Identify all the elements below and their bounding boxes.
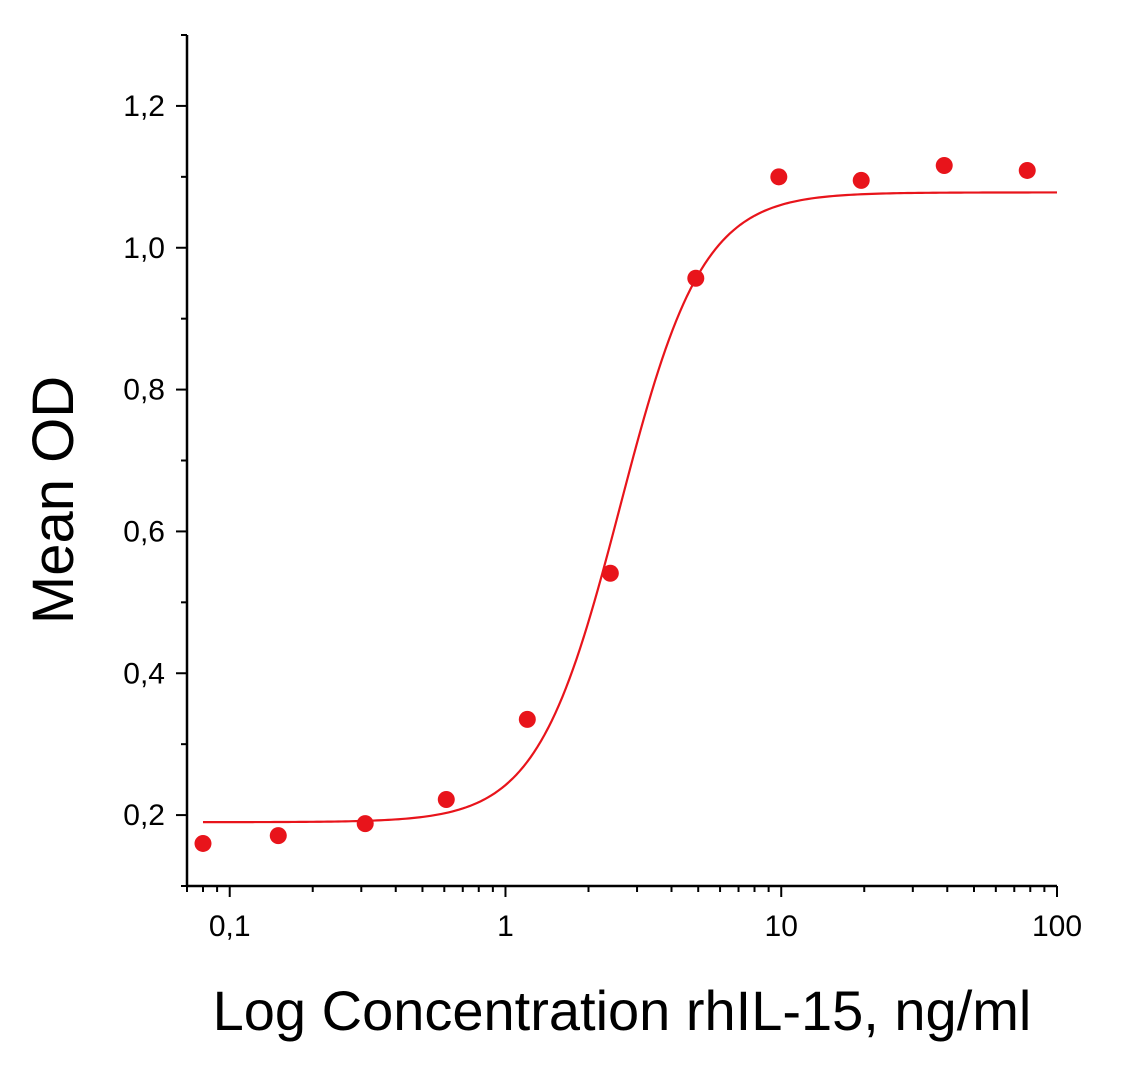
x-axis-title: Log Concentration rhIL-15, ng/ml (213, 979, 1032, 1042)
plot-area (194, 156, 1057, 852)
y-axis-ticks: 0,2 0,4 0,6 0,8 1,0 1,2 (123, 34, 187, 887)
y-tick-label: 1,2 (123, 90, 165, 123)
y-tick-label: 1,0 (123, 232, 165, 265)
data-point (935, 156, 953, 174)
axes (185, 35, 1057, 888)
y-axis-title: Mean OD (21, 376, 86, 624)
data-point (601, 564, 619, 582)
data-point (437, 790, 455, 808)
x-tick-label: 1 (497, 910, 514, 943)
x-tick-label: 0,1 (209, 910, 251, 943)
y-tick-label: 0,4 (123, 657, 165, 690)
data-point (687, 269, 705, 287)
y-tick-label: 0,2 (123, 799, 165, 832)
data-point (770, 168, 788, 186)
x-tick-label: 100 (1032, 910, 1082, 943)
x-axis-ticks: 0,1 1 10 100 (186, 886, 1082, 943)
fit-curve (202, 191, 1057, 824)
data-point (518, 710, 536, 728)
x-tick-label: 10 (765, 910, 798, 943)
data-point (269, 827, 287, 845)
data-point (852, 171, 870, 189)
y-tick-label: 0,6 (123, 515, 165, 548)
data-point (194, 834, 212, 852)
data-point (356, 815, 374, 833)
data-point (1018, 161, 1036, 179)
y-tick-label: 0,8 (123, 374, 165, 407)
